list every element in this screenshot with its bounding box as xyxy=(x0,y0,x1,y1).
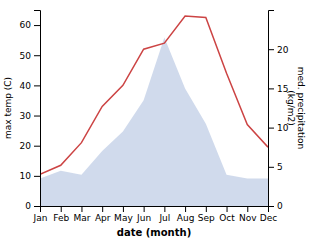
tick: 20 xyxy=(20,141,40,151)
tick-mark xyxy=(34,85,40,86)
temp-line xyxy=(40,16,268,174)
tick: 0 xyxy=(268,201,283,211)
tick-mark xyxy=(34,116,40,117)
tick-label: Aug xyxy=(177,213,195,223)
tick: 30 xyxy=(20,111,40,121)
tick-mark xyxy=(268,206,274,207)
tick: Jul xyxy=(158,206,170,223)
tick: Aug xyxy=(177,206,195,223)
tick-mark xyxy=(34,176,40,177)
tick-mark xyxy=(247,206,248,212)
tick: Feb xyxy=(53,206,69,223)
marks xyxy=(40,16,268,206)
tick-label: Jun xyxy=(136,213,151,223)
tick: Apr xyxy=(95,206,111,223)
plot-area: JanFebMarAprMayJunJulAugSepOctNovDec0102… xyxy=(20,11,289,224)
tick-mark xyxy=(268,167,274,168)
tick-mark xyxy=(185,206,186,212)
tick: May xyxy=(114,206,133,223)
tick-label: 10 xyxy=(20,171,32,181)
tick-mark xyxy=(123,206,124,212)
tick-label: Feb xyxy=(53,213,69,223)
tick-mark xyxy=(34,146,40,147)
axis-line xyxy=(41,207,269,213)
tick-label: 0 xyxy=(25,201,31,211)
tick: Jan xyxy=(33,206,48,223)
tick: 5 xyxy=(268,162,283,172)
tick: Jun xyxy=(136,206,151,223)
tick-mark xyxy=(227,206,228,212)
tick-label: Mar xyxy=(73,213,90,223)
tick-mark xyxy=(102,206,103,212)
y-axis-title: max temp (C) xyxy=(3,77,13,139)
tick-label: 30 xyxy=(20,111,32,121)
tick-label: 50 xyxy=(20,51,32,61)
tick-mark xyxy=(34,55,40,56)
tick: 20 xyxy=(268,45,289,55)
tick: 40 xyxy=(20,81,40,91)
tick: 50 xyxy=(20,51,40,61)
tick-label: Nov xyxy=(239,213,257,223)
y2-axis-title: med. precipitation(kg/m2) xyxy=(286,67,306,149)
tick-mark xyxy=(61,206,62,212)
tick-label: Apr xyxy=(95,213,111,223)
tick: 15 xyxy=(268,84,288,94)
tick-mark xyxy=(144,206,145,212)
tick: 60 xyxy=(20,20,40,30)
tick-label: Sep xyxy=(198,213,215,223)
tick-label: 60 xyxy=(20,20,32,30)
axis: Jan Feb Mar AprMayJun Jul AugSep Oct NovDec xyxy=(33,206,278,223)
tick-mark xyxy=(34,206,40,207)
tick: Oct xyxy=(219,206,235,223)
tick: 10 xyxy=(20,171,40,181)
tick-label: 5 xyxy=(277,162,283,172)
tick: Mar xyxy=(73,206,90,223)
tick-label: Jul xyxy=(158,213,170,223)
tick: Sep xyxy=(198,206,215,223)
axis-line xyxy=(269,11,275,207)
tick: Nov xyxy=(239,206,257,223)
tick: 10 xyxy=(268,123,289,133)
tick-label: Dec xyxy=(260,213,277,223)
tick-label: 20 xyxy=(20,141,32,151)
tick-label: Oct xyxy=(219,213,235,223)
tick-label: Jan xyxy=(33,213,48,223)
tick-mark xyxy=(206,206,207,212)
tick-mark xyxy=(81,206,82,212)
tick-mark xyxy=(164,206,165,212)
tick-label: 40 xyxy=(20,81,32,91)
axis: 0 10 20 30 40 50 60 xyxy=(20,11,41,212)
tick-label: May xyxy=(114,213,133,223)
tick-mark xyxy=(268,49,274,50)
axis: 0 5 10 15 20 xyxy=(268,11,289,212)
axis-line xyxy=(34,11,41,207)
tick-label: 20 xyxy=(277,45,289,55)
x-axis-title: date (month) xyxy=(117,227,191,238)
tick: 0 xyxy=(25,201,40,211)
chart: JanFebMarAprMayJunJulAugSepOctNovDec0102… xyxy=(0,0,318,242)
tick-mark xyxy=(268,128,274,129)
tick-mark xyxy=(268,88,274,89)
tick-mark xyxy=(34,25,40,26)
tick-label: 0 xyxy=(277,201,283,211)
precip-area xyxy=(40,37,268,206)
tick: Dec xyxy=(260,206,277,223)
